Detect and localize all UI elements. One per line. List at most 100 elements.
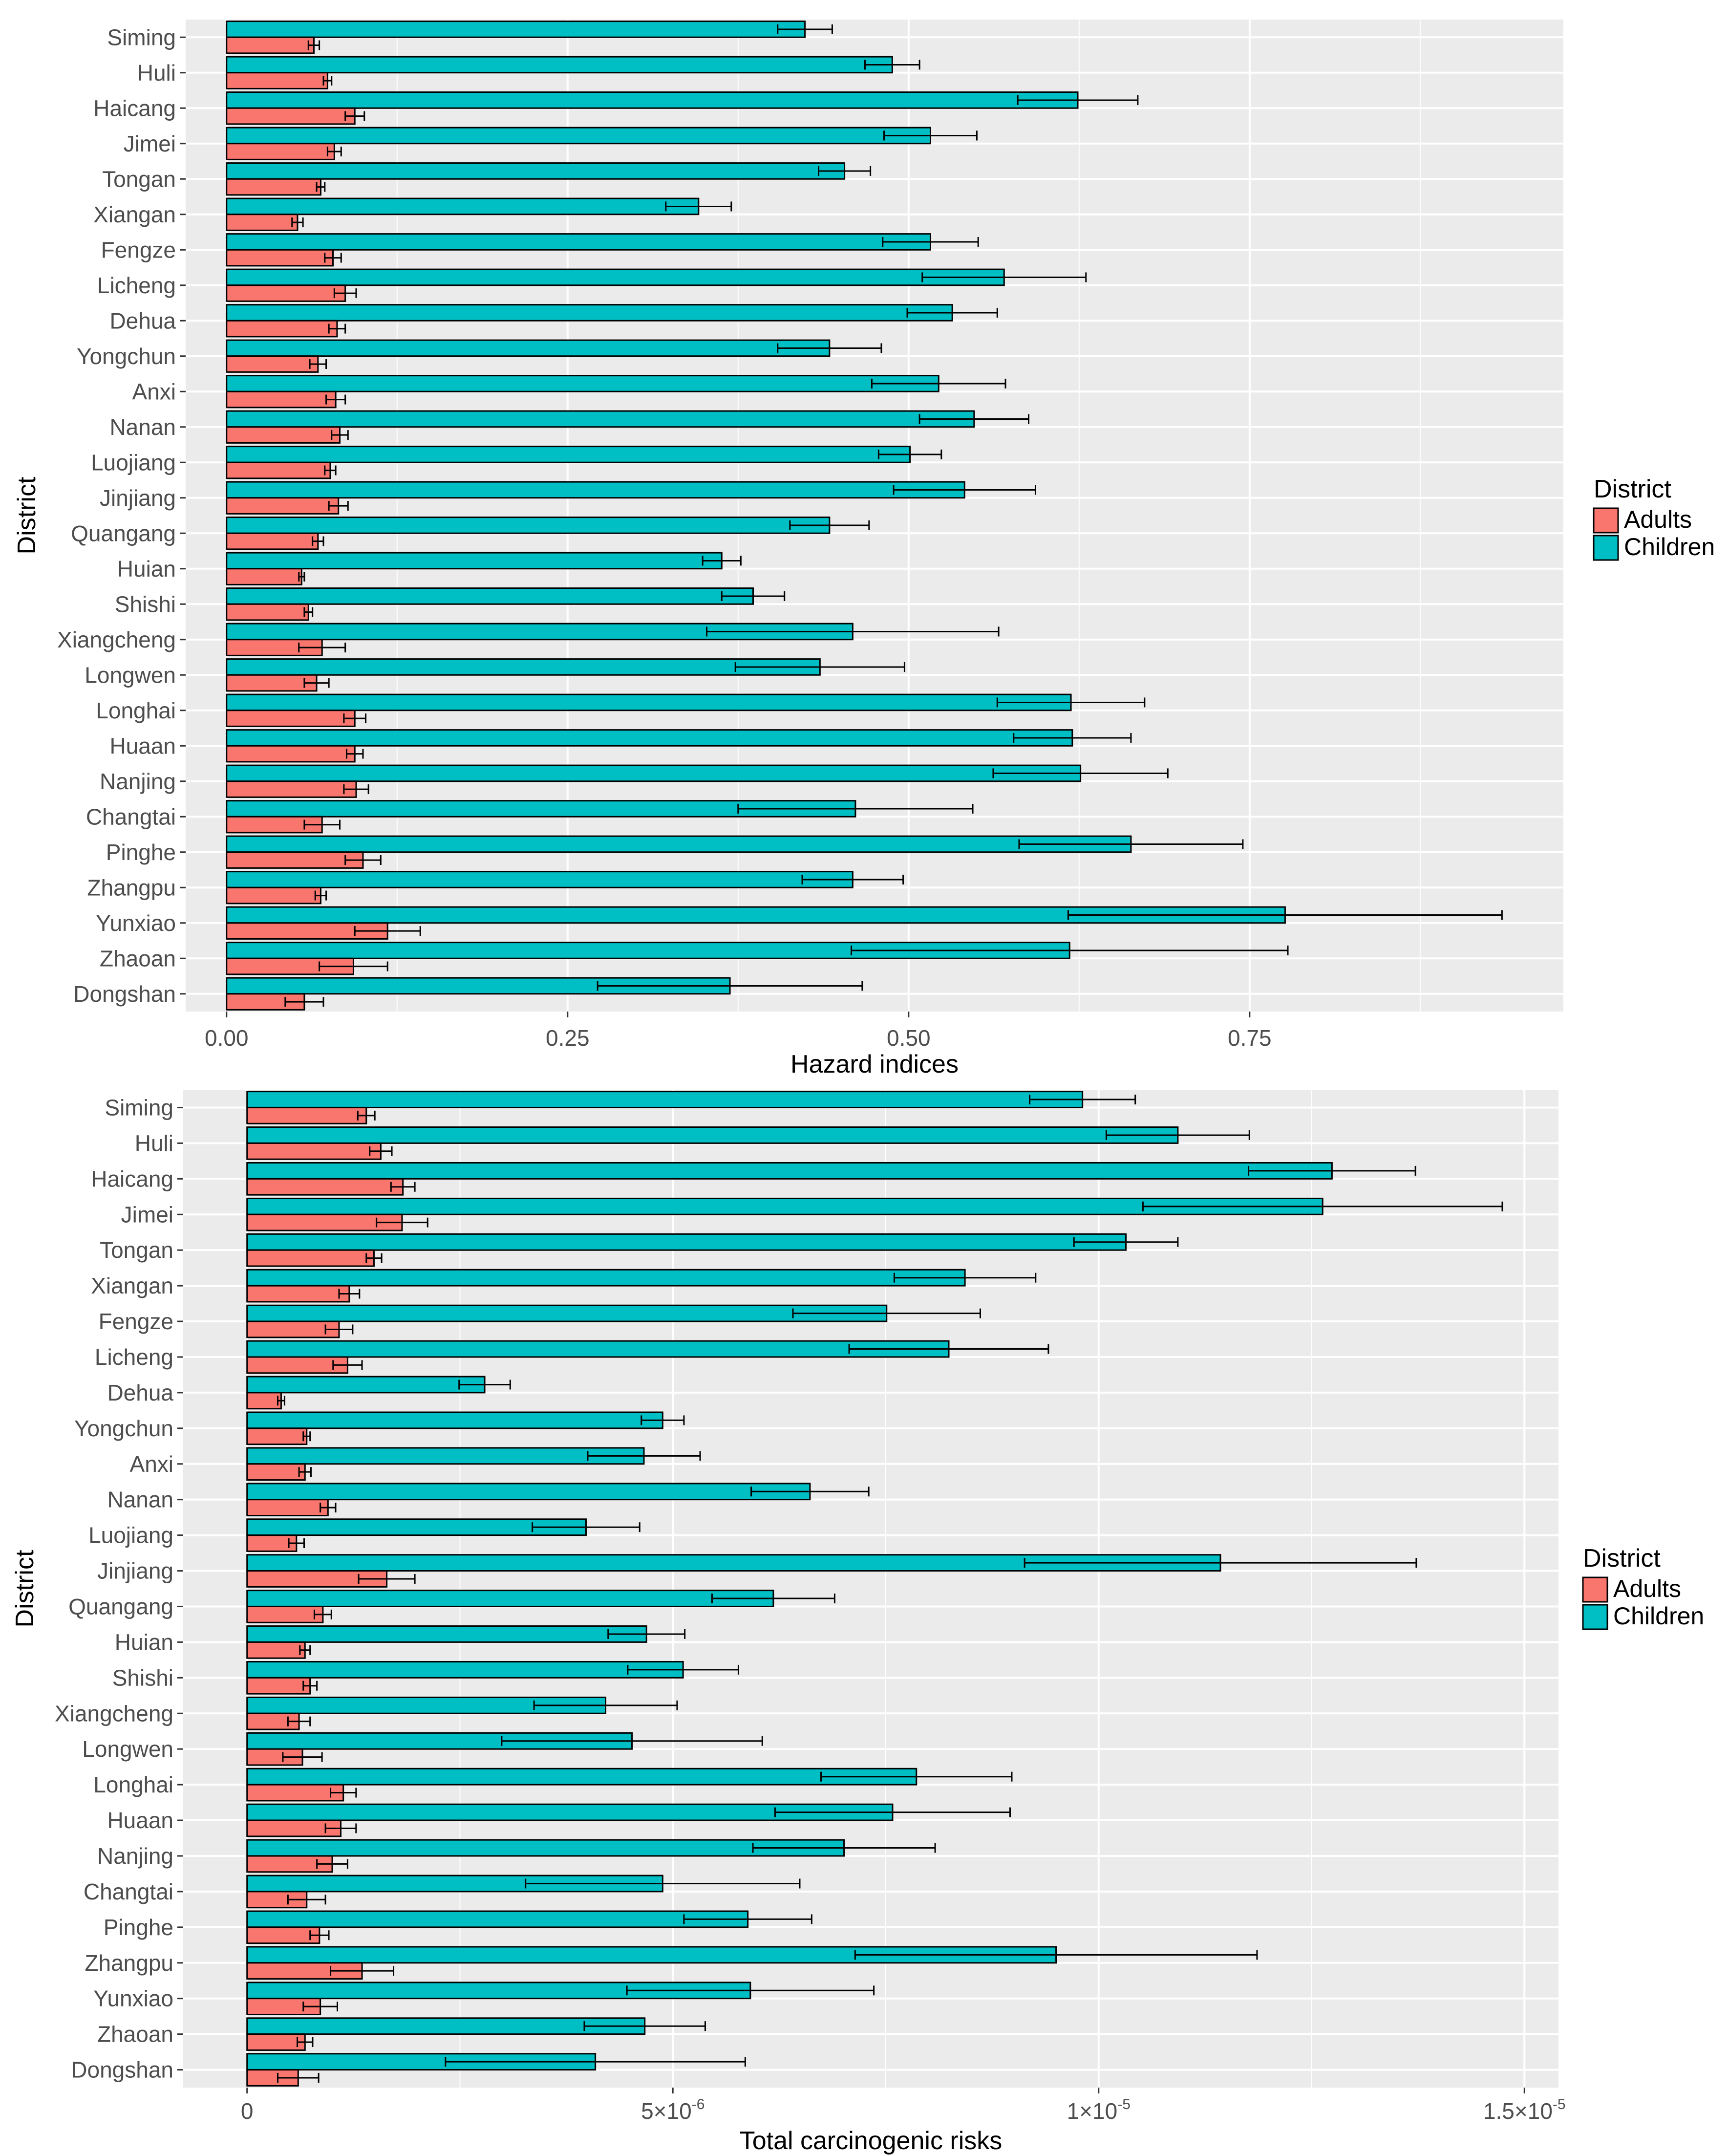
legend-label-adults: Adults <box>1624 506 1692 533</box>
bar-children <box>246 1768 918 1786</box>
bar-children <box>246 1625 647 1643</box>
bar-children <box>226 481 965 499</box>
error-bar <box>737 803 974 814</box>
bar-children <box>246 1661 684 1679</box>
error-bar <box>640 1415 685 1425</box>
y-tick-label: Xiangcheng <box>55 1701 173 1726</box>
y-tick-label: Luojiang <box>91 450 176 475</box>
bar-adults <box>226 284 346 302</box>
y-tick-label: Huli <box>137 60 176 86</box>
x-tick-label: 5×10-6 <box>641 2096 704 2124</box>
y-tick-label: Yunxiao <box>96 910 176 936</box>
bar-adults <box>226 461 331 479</box>
bar-adults <box>246 1463 306 1481</box>
error-bar <box>1248 1165 1416 1176</box>
legend-key-adults <box>1593 507 1619 534</box>
error-bar <box>445 2057 746 2067</box>
x-tick-label: 0.75 <box>1228 1025 1272 1051</box>
y-tick-label: Quangang <box>68 1594 173 1619</box>
y-tick-label: Licheng <box>97 273 176 298</box>
error-bar <box>1017 95 1139 105</box>
y-tick-label: Longhai <box>93 1772 173 1797</box>
legend-title: District <box>1583 1544 1661 1573</box>
bar-adults <box>246 1427 308 1445</box>
legend-key-children <box>1593 535 1619 561</box>
error-bar <box>1018 839 1244 849</box>
error-bar <box>1013 733 1132 743</box>
bar-children <box>246 1162 1333 1180</box>
bar-adults <box>246 1605 324 1623</box>
bar-adults <box>226 710 356 727</box>
y-tick-label: Longwen <box>82 1736 173 1762</box>
error-bar <box>587 1451 701 1461</box>
legend-key-children <box>1582 1604 1608 1630</box>
error-bar <box>331 430 349 440</box>
bar-adults <box>246 1926 320 1944</box>
x-axis-title: Hazard indices <box>790 1050 959 1078</box>
error-bar <box>298 572 305 582</box>
bar-children <box>246 1839 845 1857</box>
bar-adults <box>226 249 334 267</box>
bar-children <box>226 517 831 534</box>
error-bar <box>343 784 369 795</box>
bar-adults <box>226 178 321 196</box>
bar-adults <box>246 2033 306 2051</box>
bar-children <box>226 91 1079 109</box>
y-tick-label: Yongchun <box>77 344 176 369</box>
error-bar <box>774 1807 1011 1817</box>
bar-adults <box>226 745 356 763</box>
error-bar <box>854 1950 1258 1960</box>
error-bar <box>369 1146 393 1156</box>
error-bar <box>818 166 872 176</box>
error-bar <box>721 591 786 601</box>
y-tick-label: Changtai <box>86 804 176 829</box>
error-bar <box>752 1843 936 1853</box>
bar-adults <box>246 1285 350 1303</box>
error-bar <box>458 1380 511 1390</box>
bar-children <box>246 1304 888 1322</box>
y-tick-label: Nanjing <box>100 769 176 794</box>
y-tick-label: Licheng <box>95 1344 173 1370</box>
y-tick-label: Zhangpu <box>85 1950 173 1976</box>
error-bar <box>877 449 942 459</box>
bar-adults <box>246 1249 375 1267</box>
error-bar <box>277 2072 320 2083</box>
error-bar <box>893 485 1036 495</box>
bar-adults <box>246 1784 344 1802</box>
error-bar <box>297 2037 314 2048</box>
bar-children <box>226 764 1082 782</box>
error-bar <box>533 1700 678 1710</box>
bar-children <box>246 1091 1084 1108</box>
error-bar <box>303 607 314 617</box>
error-bar <box>357 1110 376 1121</box>
error-bar <box>287 1895 326 1905</box>
bar-adults <box>246 1356 348 1374</box>
error-bar <box>1073 1237 1179 1247</box>
error-bar <box>864 60 920 70</box>
error-bar <box>309 1930 330 1940</box>
x-tick-label: 0.00 <box>205 1025 249 1051</box>
y-tick-label: Pinghe <box>106 840 176 865</box>
bar-children <box>226 552 723 570</box>
y-tick-label: Anxi <box>132 379 176 404</box>
bar-children <box>226 658 821 676</box>
bar-children <box>226 375 939 392</box>
x-tick-label: 1×10-5 <box>1067 2096 1131 2124</box>
error-bar <box>792 1308 981 1318</box>
bar-children <box>246 1376 486 1394</box>
y-tick-label: Siming <box>107 24 176 50</box>
error-bar <box>1142 1201 1503 1211</box>
error-bar <box>1024 1558 1417 1568</box>
error-bar <box>332 1360 363 1370</box>
error-bar <box>354 926 421 936</box>
y-tick-label: Dongshan <box>71 2057 173 2083</box>
bar-adults <box>226 107 356 125</box>
error-bar <box>322 76 333 86</box>
y-tick-label: Dehua <box>107 1380 173 1405</box>
error-bar <box>683 1914 812 1924</box>
error-bar <box>284 997 324 1007</box>
error-bar <box>309 359 327 369</box>
y-tick-label: Yongchun <box>74 1416 173 1441</box>
x-tick-label: 1.5×10-5 <box>1483 2096 1566 2124</box>
bar-children <box>246 1340 950 1358</box>
